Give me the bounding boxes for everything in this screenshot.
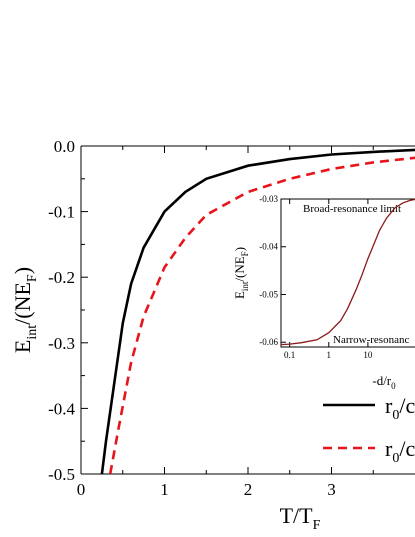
- main-series-group: [100, 148, 415, 474]
- x-title-sub: F: [313, 518, 321, 533]
- inset-plot: 0.1 1 10 -0.03 -0.04 -0.05 -0.06 -d/r0 Eint/(NEF…: [232, 194, 415, 391]
- main-y-tick-label: 0.0: [54, 137, 75, 156]
- inset-annotation-broad: Broad-resonance limit: [303, 203, 401, 215]
- legend-label-tail: /c: [399, 393, 415, 418]
- main-x-tick-label: 1: [160, 480, 169, 499]
- x-title-base: T/T: [280, 503, 314, 528]
- inset-y-title-sub: int: [240, 281, 250, 291]
- y-title-sub2: F: [25, 274, 40, 282]
- inset-series-line-0: [281, 199, 415, 346]
- inset-x-tick-label: 0.1: [284, 350, 295, 360]
- inset-y-tick-label: -0.06: [259, 337, 278, 347]
- main-x-axis-title: T/TF: [280, 503, 321, 533]
- y-title-suffix: /(NE: [10, 282, 35, 325]
- legend-label-tail: /c: [399, 436, 415, 461]
- main-series-line-0: [100, 148, 415, 474]
- main-y-tick-label: -0.1: [48, 203, 75, 222]
- inset-x-title-base: -d/r: [372, 373, 391, 388]
- inset-y-tick-label: -0.05: [259, 289, 278, 299]
- y-title-base: E: [10, 340, 35, 353]
- inset-y-axis-title: Eint/(NEF): [232, 247, 250, 299]
- legend-label-1: r0/c: [385, 436, 415, 466]
- inset-x-title-sub: 0: [391, 381, 396, 391]
- main-y-tick-label: -0.5: [48, 465, 75, 484]
- inset-x-axis-title: -d/r0: [372, 373, 396, 391]
- main-x-tick-label: 3: [327, 480, 336, 499]
- inset-series-group: [281, 199, 415, 346]
- main-x-tick-label: 0: [77, 480, 86, 499]
- main-plot: 0 1 2 30.0-0.1-0.2-0.3-0.4-0.5T/TFEint/(NEF…: [10, 137, 415, 533]
- legend: r0/cr0/c: [323, 393, 415, 466]
- y-title-close: ): [10, 267, 35, 274]
- main-series-line-1: [108, 156, 415, 474]
- inset-y-title-sub2: F: [240, 251, 250, 256]
- main-x-tick-label: 2: [244, 480, 253, 499]
- legend-label-0: r0/c: [385, 393, 415, 423]
- inset-y-title-suffix: /(NE: [232, 256, 247, 281]
- inset-x-tick-label: 10: [363, 350, 373, 360]
- inset-y-title-base: E: [232, 291, 247, 299]
- legend-label-sub: 0: [392, 451, 399, 466]
- inset-x-tick-label: 1: [327, 350, 332, 360]
- inset-y-title-close: ): [232, 247, 247, 251]
- inset-y-tick-label: -0.04: [259, 242, 278, 252]
- main-y-tick-label: -0.2: [48, 268, 75, 287]
- main-y-tick-label: -0.3: [48, 334, 75, 353]
- legend-label-base: r: [385, 436, 393, 461]
- inset-y-tick-label: -0.03: [259, 194, 278, 204]
- legend-label-sub: 0: [392, 408, 399, 423]
- main-y-tick-label: -0.4: [48, 399, 75, 418]
- inset-annotation-narrow: Narrow-resonanc: [333, 334, 409, 346]
- inset-frame: [280, 198, 415, 348]
- y-title-sub: int: [25, 325, 40, 340]
- legend-label-base: r: [385, 393, 393, 418]
- main-y-axis-title: Eint/(NEF): [10, 267, 40, 353]
